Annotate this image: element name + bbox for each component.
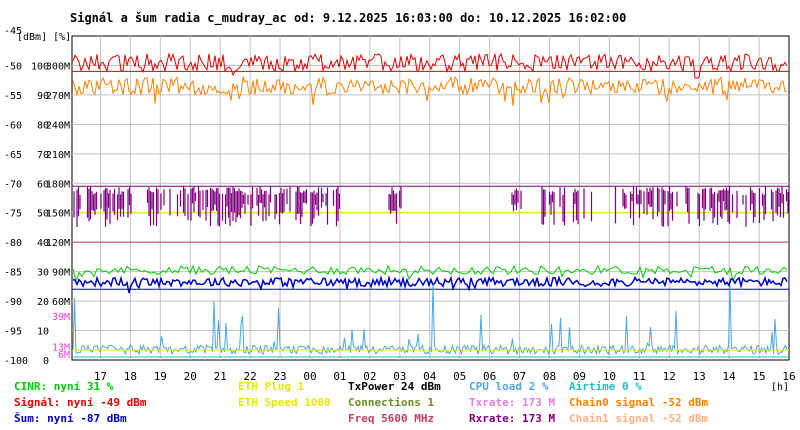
legend-entry: Connections 1 [348,396,434,409]
noise-series [72,274,788,294]
x-tick-label: 20 [184,370,197,383]
signal-series [72,51,788,79]
legend-entry: TxPower 24 dBm [348,380,441,393]
legend-entry: Rxrate: 173 M [469,412,555,425]
y-tick-pct: 40 [37,238,49,249]
y-tick-rate-small: 13M [52,342,70,353]
y-tick-dbm: -75 [4,209,22,220]
x-tick-label: 14 [723,370,737,383]
x-tick-label: 16 [782,370,795,383]
y-tick-dbm: -70 [4,179,22,190]
y-tick-dbm: -85 [4,268,22,279]
y-tick-dbm: -55 [4,91,22,102]
x-tick-label: 12 [663,370,676,383]
y-tick-dbm: -45 [4,26,22,37]
y-tick-rate: 150M [46,209,70,220]
y-tick-pct: 100 [31,61,49,72]
legend-entry: Freq 5600 MHz [348,412,434,425]
y-tick-rate: 90M [52,268,70,279]
legend-entry: Šum: nyní -87 dBm [14,412,127,425]
y-tick-rate-small: 39M [52,312,70,323]
legend-entry: CINR: nyní 31 % [14,380,114,393]
x-tick-label: 22 [244,370,257,383]
y-tick-pct: 90 [37,91,49,102]
x-tick-label: 08 [543,370,556,383]
rxrate-series [73,186,789,227]
x-tick-label: 17 [94,370,107,383]
y-tick-pct: 30 [37,268,49,279]
x-axis-unit: [h] [771,382,789,393]
x-tick-label: 05 [453,370,466,383]
legend-entry: Txrate: 173 M [469,396,555,409]
y-tick-pct: 70 [37,150,49,161]
y-tick-pct: 50 [37,209,49,220]
y-tick-dbm: -65 [4,150,22,161]
y-tick-pct: 60 [37,179,49,190]
x-tick-label: 23 [273,370,286,383]
y-tick-dbm: -50 [4,61,22,72]
y-tick-pct: 10 [37,327,49,338]
chart-title: Signál a šum radia c_mudray_ac od: 9.12.… [70,11,626,26]
cpu-load-series [72,284,788,356]
x-tick-label: 03 [393,370,406,383]
y-tick-rate: 210M [46,150,70,161]
x-tick-label: 18 [124,370,137,383]
plot-frame [71,35,790,361]
x-tick-label: 19 [154,370,167,383]
y-tick-rate: 300M [46,61,70,72]
y-tick-dbm: -95 [4,327,22,338]
y-tick-rate: 60M [52,297,70,308]
x-tick-label: 02 [363,370,376,383]
y-tick-dbm: -80 [4,238,22,249]
x-tick-label: 01 [333,370,346,383]
x-tick-label: 11 [633,370,646,383]
y-tick-dbm: -90 [4,297,22,308]
chain0-signal-series [72,75,788,107]
legend-entry: Signál: nyní -49 dBm [14,396,147,409]
y-tick-pct: 0 [43,356,49,367]
legend-entry: Airtime 0 % [569,380,642,393]
x-tick-label: 06 [483,370,496,383]
legend-entry: CPU load 2 % [469,380,549,393]
plot-area [72,51,789,358]
y-tick-dbm: -100 [4,356,28,367]
legend-entry: Chain0 signal -52 dBm [569,396,708,409]
x-tick-label: 00 [303,370,316,383]
y-tick-pct: 20 [37,297,49,308]
x-axis: 17 18 19 20 21 22 23 00 01 02 03 04 05 06 07 08 09 10 11 12… [94,370,796,393]
y-tick-dbm: -60 [4,120,22,131]
y-tick-pct: 80 [37,120,49,131]
legend-entry: ETH Speed 1000 [238,396,331,409]
x-tick-label: 21 [214,370,227,383]
y-tick-rate: 270M [46,91,70,102]
x-tick-label: 13 [693,370,706,383]
legend-entry: Chain1 signal -52 dBm [569,412,708,425]
y-tick-rate-small: 6M [58,350,70,361]
x-tick-label: 15 [752,370,765,383]
x-tick-label: 04 [423,370,437,383]
y-axis-units: [dBm] [%] [17,32,71,43]
y-tick-rate: 240M [46,120,70,131]
legend: CINR: nyní 31 % Signál: nyní -49 dBm Šum: … [14,380,708,425]
x-tick-label: 10 [603,370,616,383]
legend-entry: ETH Plug 1 [238,380,305,393]
cinr-series [72,264,788,283]
x-tick-label: 09 [573,370,586,383]
x-tick-label: 07 [513,370,526,383]
y-tick-rate: 180M [46,179,70,190]
chart-grid [71,35,790,361]
y-tick-rate: 120M [46,238,70,249]
